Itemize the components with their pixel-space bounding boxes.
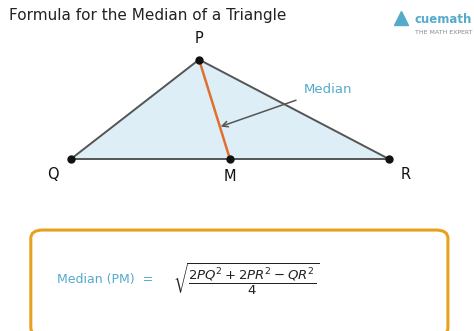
Polygon shape — [71, 60, 389, 159]
Text: P: P — [195, 31, 203, 46]
Text: R: R — [401, 167, 410, 182]
Text: Median (PM)  =: Median (PM) = — [57, 273, 153, 286]
Text: Median: Median — [303, 83, 352, 96]
FancyBboxPatch shape — [31, 230, 448, 331]
Text: $\sqrt{\dfrac{2PQ^2 + 2PR^2 - QR^2}{4}}$: $\sqrt{\dfrac{2PQ^2 + 2PR^2 - QR^2}{4}}$ — [173, 262, 320, 298]
Text: Formula for the Median of a Triangle: Formula for the Median of a Triangle — [9, 8, 287, 23]
Text: THE MATH EXPERT: THE MATH EXPERT — [415, 30, 472, 35]
Text: cuemath: cuemath — [415, 13, 472, 26]
Text: M: M — [224, 169, 236, 184]
Text: Q: Q — [47, 167, 59, 182]
